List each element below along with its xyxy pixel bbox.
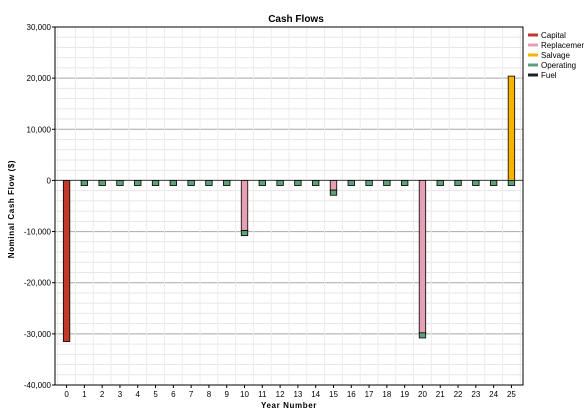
plot-area	[54, 26, 524, 386]
y-tick-label: 0	[47, 176, 52, 185]
x-tick-label: 12	[276, 390, 285, 399]
bar-operating-year-12	[276, 180, 284, 186]
legend-label-replacement: Replacemen	[541, 41, 584, 50]
y-tick-label: -10,000	[24, 228, 52, 237]
bar-operating-year-15	[329, 189, 338, 196]
x-tick-label: 8	[207, 390, 212, 399]
y-tick-label: -20,000	[24, 279, 52, 288]
bar-operating-year-7	[187, 180, 195, 186]
bar-operating-year-14	[312, 180, 320, 186]
x-tick-label: 6	[171, 390, 176, 399]
x-tick-label: 14	[311, 390, 320, 399]
bar-operating-year-1	[80, 180, 89, 186]
x-tick-label: 0	[64, 390, 69, 399]
x-tick-label: 7	[189, 390, 194, 399]
x-tick-label: 9	[224, 390, 229, 399]
bar-operating-year-2	[98, 180, 106, 186]
bar-operating-year-13	[294, 180, 302, 186]
x-tick-label: 17	[365, 390, 374, 399]
bar-operating-year-3	[116, 180, 124, 186]
bar-operating-year-21	[436, 180, 444, 186]
x-axis-ticks: 0 1 2 3 4 5 6 7 8 9 10 11 12 13 14 15 16 17 18 19 20 21 22 23 24…	[64, 385, 516, 399]
bar-operating-year-25	[507, 180, 516, 186]
x-tick-label: 25	[507, 390, 516, 399]
bar-operating-year-4	[134, 180, 142, 186]
y-axis-ticks: 30,000 20,000 10,000 0 -10,000 -20,000 -30,000…	[24, 23, 55, 390]
x-tick-label: 21	[436, 390, 445, 399]
x-tick-label: 24	[489, 390, 498, 399]
x-tick-label: 2	[100, 390, 105, 399]
y-tick-label: 20,000	[27, 74, 52, 83]
bar-operating-year-11	[258, 180, 266, 186]
bar-replacement-year-15	[329, 180, 338, 191]
bar-salvage-year-25	[507, 75, 516, 181]
legend-label-capital: Capital	[541, 31, 566, 40]
bar-operating-year-20	[418, 332, 427, 339]
x-tick-label: 19	[400, 390, 409, 399]
x-tick-label: 13	[293, 390, 302, 399]
bar-operating-year-5	[151, 180, 160, 186]
x-tick-label: 1	[82, 390, 87, 399]
y-tick-label: -40,000	[24, 381, 52, 390]
y-axis-label: Nominal Cash Flow ($)	[7, 160, 16, 258]
bar-operating-year-9	[223, 180, 231, 186]
x-tick-label: 11	[258, 390, 267, 399]
bar-operating-year-16	[347, 180, 355, 186]
bar-operating-year-10	[240, 230, 249, 237]
bar-operating-year-6	[169, 180, 177, 186]
grid	[55, 26, 523, 386]
bar-capital-year-0	[62, 180, 71, 342]
bars	[62, 75, 516, 342]
x-axis-label: Year Number	[261, 401, 317, 410]
x-tick-label: 18	[382, 390, 391, 399]
x-tick-label: 4	[136, 390, 141, 399]
x-tick-label: 23	[471, 390, 480, 399]
legend-label-operating: Operating	[541, 61, 576, 70]
legend-label-salvage: Salvage	[541, 51, 570, 60]
bar-operating-year-23	[472, 180, 480, 186]
bar-operating-year-8	[205, 180, 213, 186]
y-tick-label: 10,000	[27, 125, 52, 134]
bar-replacement-year-10	[240, 180, 249, 231]
bar-operating-year-18	[383, 180, 391, 186]
x-tick-label: 5	[153, 390, 158, 399]
x-tick-label: 20	[418, 390, 427, 399]
bar-replacement-year-20	[418, 180, 427, 334]
bar-operating-year-24	[489, 180, 498, 186]
y-tick-label: 30,000	[27, 23, 52, 32]
x-tick-label: 3	[118, 390, 123, 399]
legend-label-fuel: Fuel	[541, 71, 557, 80]
bar-operating-year-22	[454, 180, 462, 186]
x-tick-label: 10	[240, 390, 249, 399]
y-tick-label: -30,000	[24, 330, 52, 339]
chart-title: Cash Flows	[268, 14, 324, 25]
bar-operating-year-17	[365, 180, 373, 186]
x-tick-label: 16	[347, 390, 356, 399]
x-tick-label: 22	[454, 390, 463, 399]
bar-operating-year-19	[401, 180, 409, 186]
x-tick-label: 15	[329, 390, 338, 399]
